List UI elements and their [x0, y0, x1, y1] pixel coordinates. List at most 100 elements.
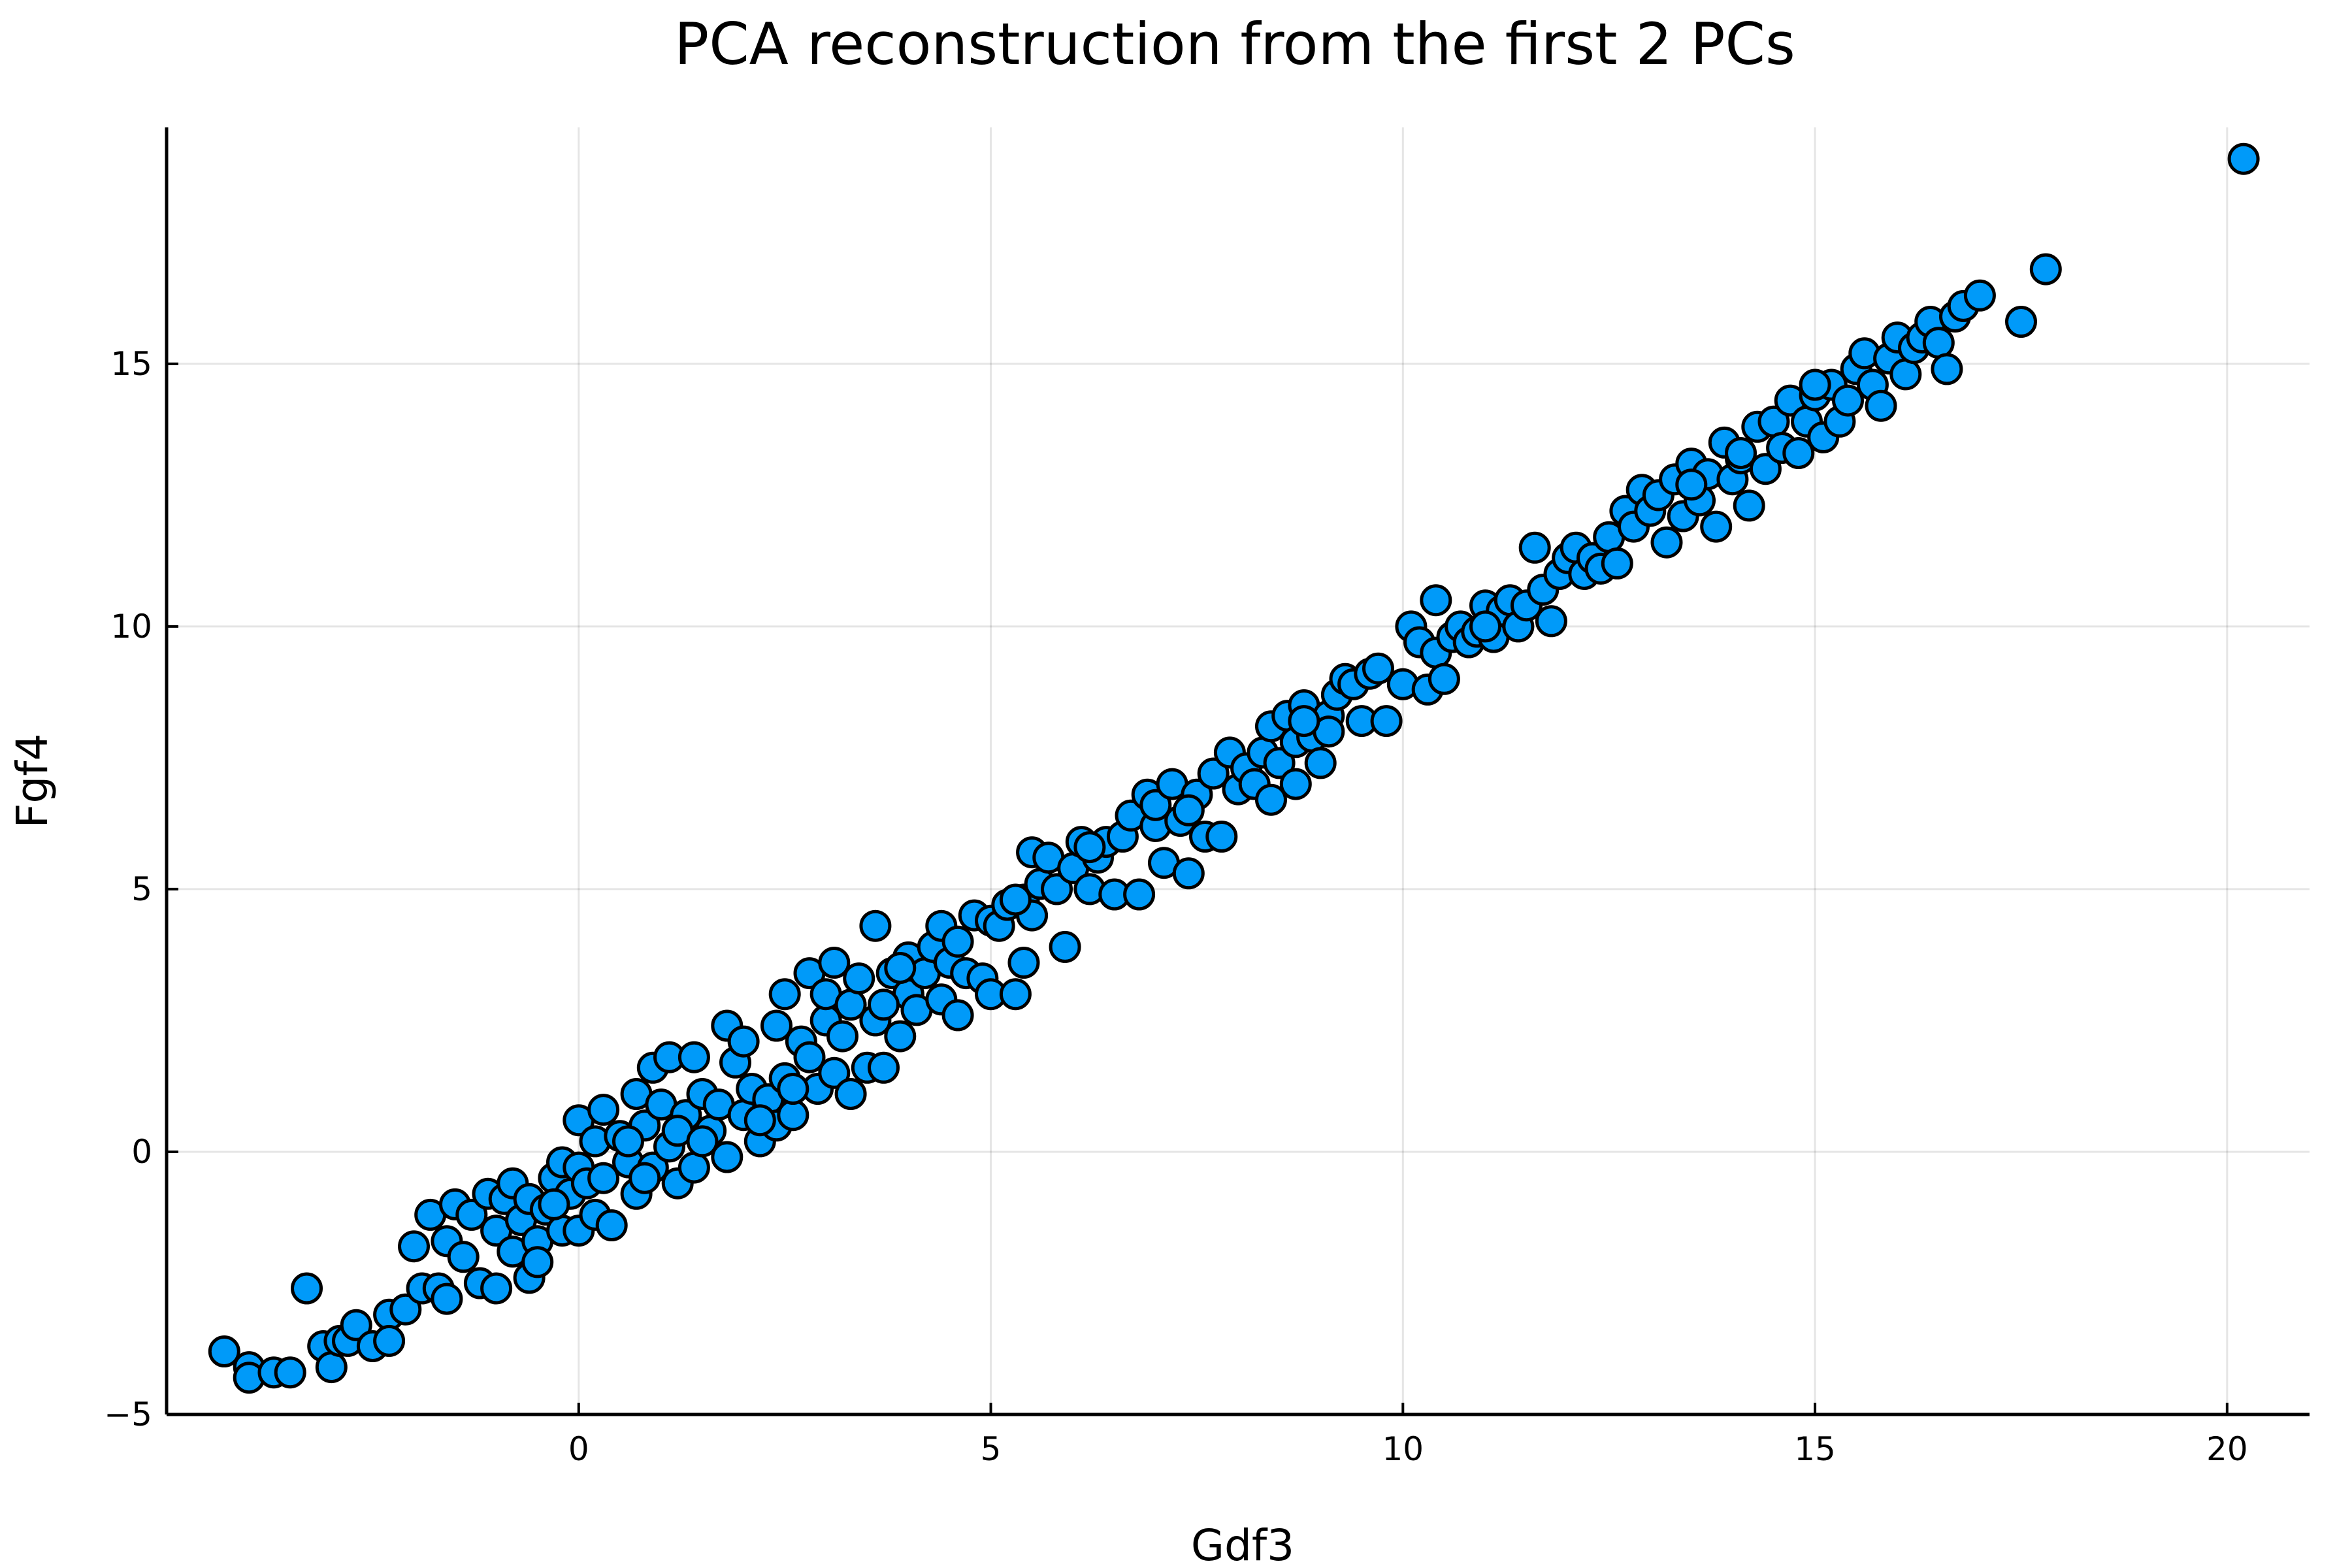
y-tick-label: 10 [110, 608, 152, 645]
data-point [941, 925, 974, 958]
data-point [1279, 768, 1312, 800]
data-point [1725, 437, 1757, 469]
data-point [2005, 306, 2037, 338]
data-point [291, 1272, 323, 1305]
data-point [1963, 279, 1996, 312]
data-point [1049, 930, 1081, 963]
data-point [1889, 358, 1922, 391]
data-point [1535, 605, 1567, 638]
data-point [1172, 794, 1205, 826]
data-point [678, 1041, 710, 1073]
data-point [1288, 705, 1320, 738]
data-point [1139, 789, 1172, 821]
data-point [2227, 142, 2260, 175]
data-point [1782, 437, 1815, 469]
data-point [1197, 757, 1230, 790]
data-point [793, 1041, 826, 1073]
data-point [743, 1104, 776, 1137]
data-point [1304, 747, 1337, 779]
data-point [1865, 389, 1897, 422]
data-point [1601, 547, 1633, 580]
data-point [1931, 353, 1963, 385]
data-point [447, 1241, 480, 1273]
data-point [678, 1151, 710, 1184]
chart-title: PCA reconstruction from the first 2 PCs [674, 10, 1795, 78]
x-tick-label: 5 [981, 1430, 1002, 1468]
data-point [999, 883, 1032, 916]
data-point [1469, 610, 1501, 643]
data-point [1700, 510, 1733, 543]
data-point [1675, 468, 1708, 501]
data-point [2029, 253, 2062, 286]
data-point [431, 1282, 463, 1315]
data-point [1650, 526, 1683, 559]
data-point [1922, 327, 1955, 359]
data-points [208, 142, 2260, 1394]
data-point [1799, 368, 1831, 401]
y-axis-label: Fgf4 [7, 733, 57, 828]
data-point [760, 1009, 792, 1042]
data-point [1370, 705, 1403, 738]
data-point [587, 1162, 620, 1194]
data-point [595, 1209, 628, 1241]
data-point [1172, 857, 1205, 890]
data-point [340, 1309, 372, 1341]
data-point [711, 1141, 743, 1173]
data-point [868, 1051, 900, 1084]
data-point [521, 1246, 554, 1279]
data-point [859, 909, 892, 942]
data-point [818, 1056, 851, 1089]
x-tick-label: 15 [1794, 1430, 1836, 1468]
data-point [1205, 821, 1238, 853]
data-point [1041, 873, 1073, 906]
data-point [1255, 783, 1287, 816]
data-point [274, 1356, 306, 1389]
data-point [868, 988, 900, 1021]
data-point [1263, 747, 1296, 779]
axes [165, 127, 2310, 1416]
data-point [727, 1025, 760, 1058]
x-tick-label: 0 [568, 1430, 589, 1468]
data-point [941, 999, 974, 1032]
data-point [826, 1020, 858, 1053]
data-point [1832, 384, 1864, 417]
data-point [587, 1094, 620, 1126]
data-point [843, 962, 875, 995]
data-point [1420, 584, 1452, 617]
data-point [538, 1188, 570, 1220]
data-point [1073, 831, 1106, 864]
data-point [1518, 531, 1551, 564]
data-point [612, 1125, 644, 1158]
y-tick-label: −5 [104, 1396, 152, 1433]
y-tick-label: 0 [131, 1133, 152, 1171]
data-point [834, 1078, 867, 1110]
data-point [1123, 878, 1156, 911]
data-point [1362, 652, 1394, 685]
data-point [1007, 947, 1040, 979]
data-point [315, 1351, 348, 1384]
data-point [480, 1272, 513, 1305]
data-point [686, 1125, 719, 1158]
data-point [398, 1230, 430, 1263]
x-tick-label: 20 [2206, 1430, 2248, 1468]
y-tick-label: 15 [110, 345, 152, 383]
data-point [884, 1020, 917, 1053]
data-point [818, 947, 851, 979]
x-axis-label: Gdf3 [1191, 1520, 1294, 1568]
data-point [999, 978, 1032, 1011]
data-point [1749, 453, 1782, 485]
data-point [389, 1293, 422, 1326]
data-point [884, 952, 917, 984]
data-point [208, 1335, 240, 1367]
tick-labels: 0 5 10 15 20 −5 0 5 10 15 [104, 345, 2247, 1468]
data-point [629, 1162, 661, 1194]
data-point [1733, 489, 1765, 522]
y-tick-label: 5 [131, 870, 152, 908]
data-point [373, 1324, 406, 1357]
data-point [768, 978, 801, 1011]
data-point [777, 1073, 809, 1105]
x-tick-label: 10 [1382, 1430, 1424, 1468]
data-point [777, 1099, 809, 1132]
data-point [455, 1198, 488, 1231]
